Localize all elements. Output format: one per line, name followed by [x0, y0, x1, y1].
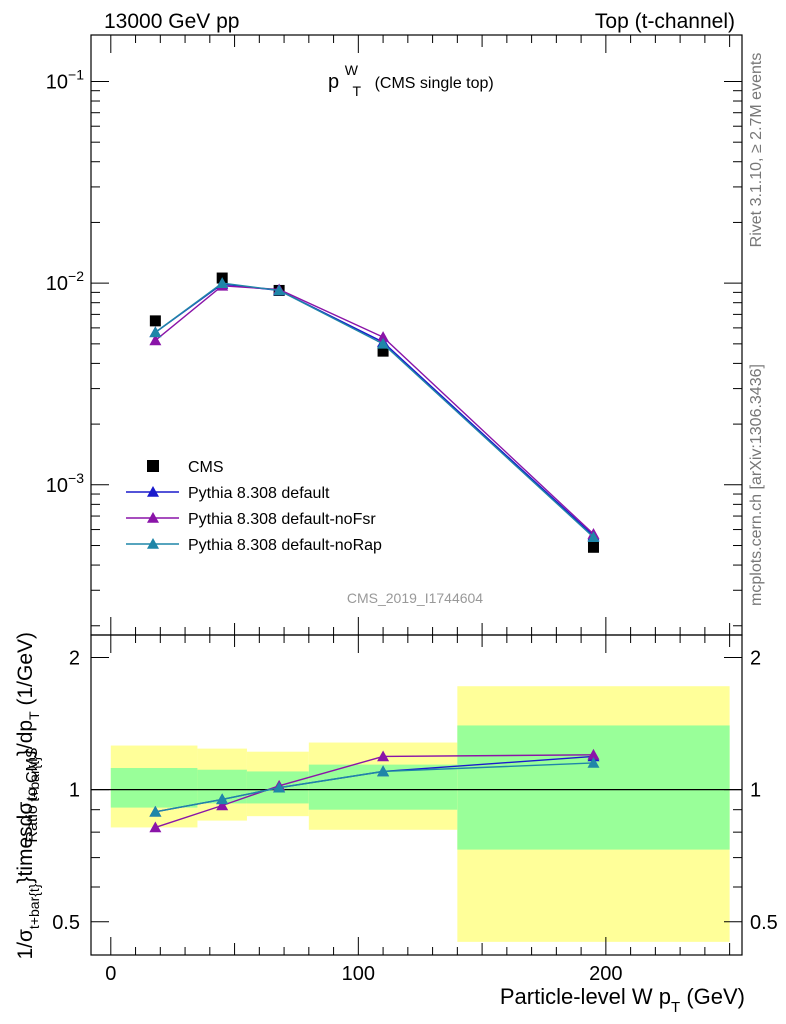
x-tick-label: 100: [342, 963, 375, 985]
x-tick-label: 0: [105, 963, 116, 985]
plot-title-extra: (CMS single top): [375, 75, 494, 92]
ratio-point: [377, 750, 390, 762]
legend-label: Pythia 8.308 default: [188, 485, 330, 502]
header-left: 13000 GeV pp: [104, 10, 239, 33]
ratio-bands: [110, 686, 730, 942]
main-y-tick-label-exp: −1: [68, 66, 84, 82]
ratio-point: [149, 821, 162, 833]
ratio-point: [216, 793, 229, 805]
series-3: [149, 277, 600, 542]
main-y-tick-label: 10−2: [46, 268, 84, 295]
uncertainty-band-inner: [457, 725, 730, 850]
main-ticks: [91, 35, 742, 635]
mc-point: [377, 331, 390, 342]
ratio-point: [377, 765, 390, 777]
ratio-y-tick-label-right: 1: [750, 780, 761, 802]
x-tick-label: 200: [589, 963, 622, 985]
main-y-tick-label: 10−1: [46, 66, 84, 93]
mc-point: [216, 277, 229, 288]
plot-title-main: p: [328, 71, 339, 93]
uncertainty-band-inner: [110, 768, 198, 808]
mcplots-label: mcplots.cern.ch [arXiv:1306.3436]: [748, 364, 765, 606]
ratio-point: [587, 748, 600, 760]
legend-marker: [147, 460, 159, 472]
ratio-frame: [90, 634, 743, 956]
ratio-ticks: [91, 635, 742, 955]
ratio-y-tick-label-left: 2: [69, 647, 80, 669]
ratio-series-2: [149, 756, 600, 817]
plot-title-sub: T: [352, 83, 361, 99]
header-right: Top (t-channel): [595, 10, 735, 33]
main-y-tick-label: 10−3: [46, 470, 84, 497]
ratio-point: [273, 781, 286, 793]
legend-item: Pythia 8.308 default-noFsr: [126, 511, 376, 528]
mc-point: [377, 337, 390, 349]
rivet-label: Rivet 3.1.10, ≥ 2.7M events: [748, 53, 765, 248]
main-y-tick-label-exp: −2: [68, 268, 84, 284]
ratio-y-tick-label-left: 1: [69, 780, 80, 802]
mc-point: [587, 531, 600, 542]
ratio-series: [149, 748, 600, 833]
legend-item: CMS: [147, 459, 224, 476]
legend: CMS Pythia 8.308 default Pythia 8.308 defa…: [126, 459, 382, 554]
legend-label: Pythia 8.308 default-noRap: [188, 537, 382, 554]
ratio-y-tick-label-right: 2: [750, 647, 761, 669]
legend-item: Pythia 8.308 default-noRap: [126, 537, 382, 554]
ratio-point: [216, 799, 229, 811]
data-point: [377, 345, 389, 357]
main-y-tick-label-base: 10: [46, 273, 68, 295]
plot-title: p W T (CMS single top): [328, 58, 494, 101]
ratio-y-axis-label: Ratio to CMS: [24, 747, 41, 842]
ratio-y-tick-labels: 0.5 0.5 1 1 2 2: [52, 647, 778, 933]
legend-item: Pythia 8.308 default: [126, 485, 330, 502]
ratio-point: [149, 805, 162, 817]
ratio-point: [587, 756, 600, 768]
data-point: [587, 541, 599, 553]
main-y-tick-label-base: 10: [46, 71, 68, 93]
main-panel: 10−310−210−1: [46, 34, 743, 636]
main-y-tick-label-base: 10: [46, 475, 68, 497]
legend-marker: [147, 538, 159, 549]
ratio-y-tick-label-right: 0.5: [750, 912, 778, 934]
x-tick-labels: 0 100 200: [105, 963, 622, 985]
legend-label: CMS: [188, 459, 224, 476]
ratio-panel: 0.5 0.5 1 1 2 2 0 100 200: [52, 634, 778, 985]
legend-marker: [147, 512, 159, 523]
plot-title-sup: W: [345, 62, 359, 78]
main-series: [149, 272, 600, 553]
main-y-tick-label-exp: −3: [68, 470, 84, 486]
legend-marker: [147, 486, 159, 497]
x-axis-label: Particle-level W pT (GeV): [500, 984, 745, 1016]
analysis-id: CMS_2019_I1744604: [347, 590, 483, 606]
main-y-tick-labels: 10−310−210−1: [46, 66, 84, 496]
mc-point: [273, 284, 286, 296]
ratio-y-tick-label-left: 0.5: [52, 912, 80, 934]
legend-label: Pythia 8.308 default-noFsr: [188, 511, 376, 528]
data-point: [149, 315, 161, 327]
main-y-axis-label: 1/σt+bar{t}}timesdσt+bar{t}}/dpT (1/GeV): [14, 632, 42, 960]
mc-point: [149, 334, 162, 346]
mc-point: [149, 326, 162, 338]
